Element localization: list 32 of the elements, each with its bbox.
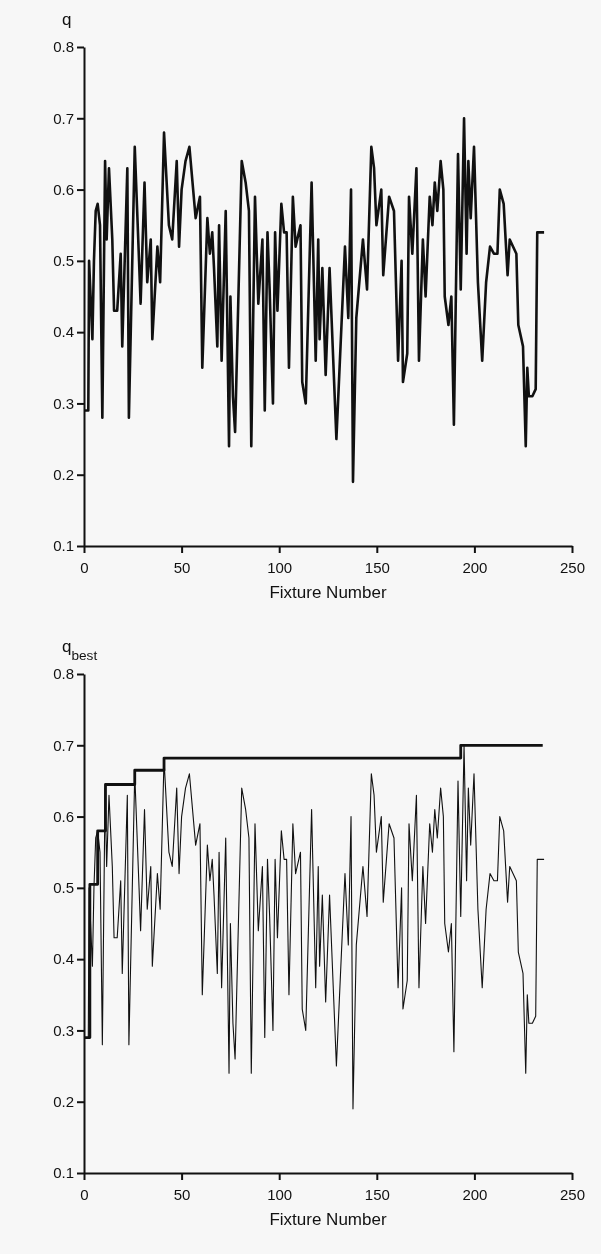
x-axis-title: Fixture Number [269, 583, 387, 602]
y-tick-label: 0.5 [53, 879, 74, 897]
y-tick-label: 0.7 [53, 736, 74, 754]
x-tick-label: 250 [559, 558, 586, 576]
x-tick-label: 0 [80, 1185, 89, 1203]
y-tick-label: 0.1 [53, 537, 74, 555]
x-tick-label: 100 [267, 1185, 293, 1203]
x-tick-label: 200 [462, 1185, 488, 1203]
x-tick-label: 0 [80, 558, 89, 576]
y-tick-label: 0.4 [53, 950, 74, 968]
x-tick-label: 250 [559, 1185, 586, 1203]
x-axis-title: Fixture Number [269, 1210, 387, 1229]
y-tick-label: 0.8 [53, 665, 74, 683]
y-tick-label: 0.6 [53, 807, 74, 825]
y-tick-label: 0.8 [53, 38, 74, 56]
x-tick-label: 100 [267, 558, 293, 576]
y-tick-label: 0.4 [53, 323, 74, 341]
y-axis-title: q [62, 10, 72, 29]
y-tick-label: 0.3 [53, 1021, 74, 1039]
x-tick-label: 150 [364, 558, 390, 576]
x-tick-label: 200 [462, 558, 488, 576]
y-tick-label: 0.5 [53, 252, 74, 270]
y-tick-label: 0.6 [53, 180, 74, 198]
y-tick-label: 0.2 [53, 466, 74, 484]
x-tick-label: 150 [364, 1185, 390, 1203]
y-tick-label: 0.3 [53, 394, 74, 412]
y-axis-title: q$_{best}$ [62, 637, 98, 663]
y-tick-label: 0.1 [53, 1164, 74, 1182]
y-tick-label: 0.7 [53, 109, 74, 127]
x-tick-label: 50 [173, 558, 191, 576]
y-tick-label: 0.2 [53, 1093, 74, 1111]
x-tick-label: 50 [173, 1185, 191, 1203]
